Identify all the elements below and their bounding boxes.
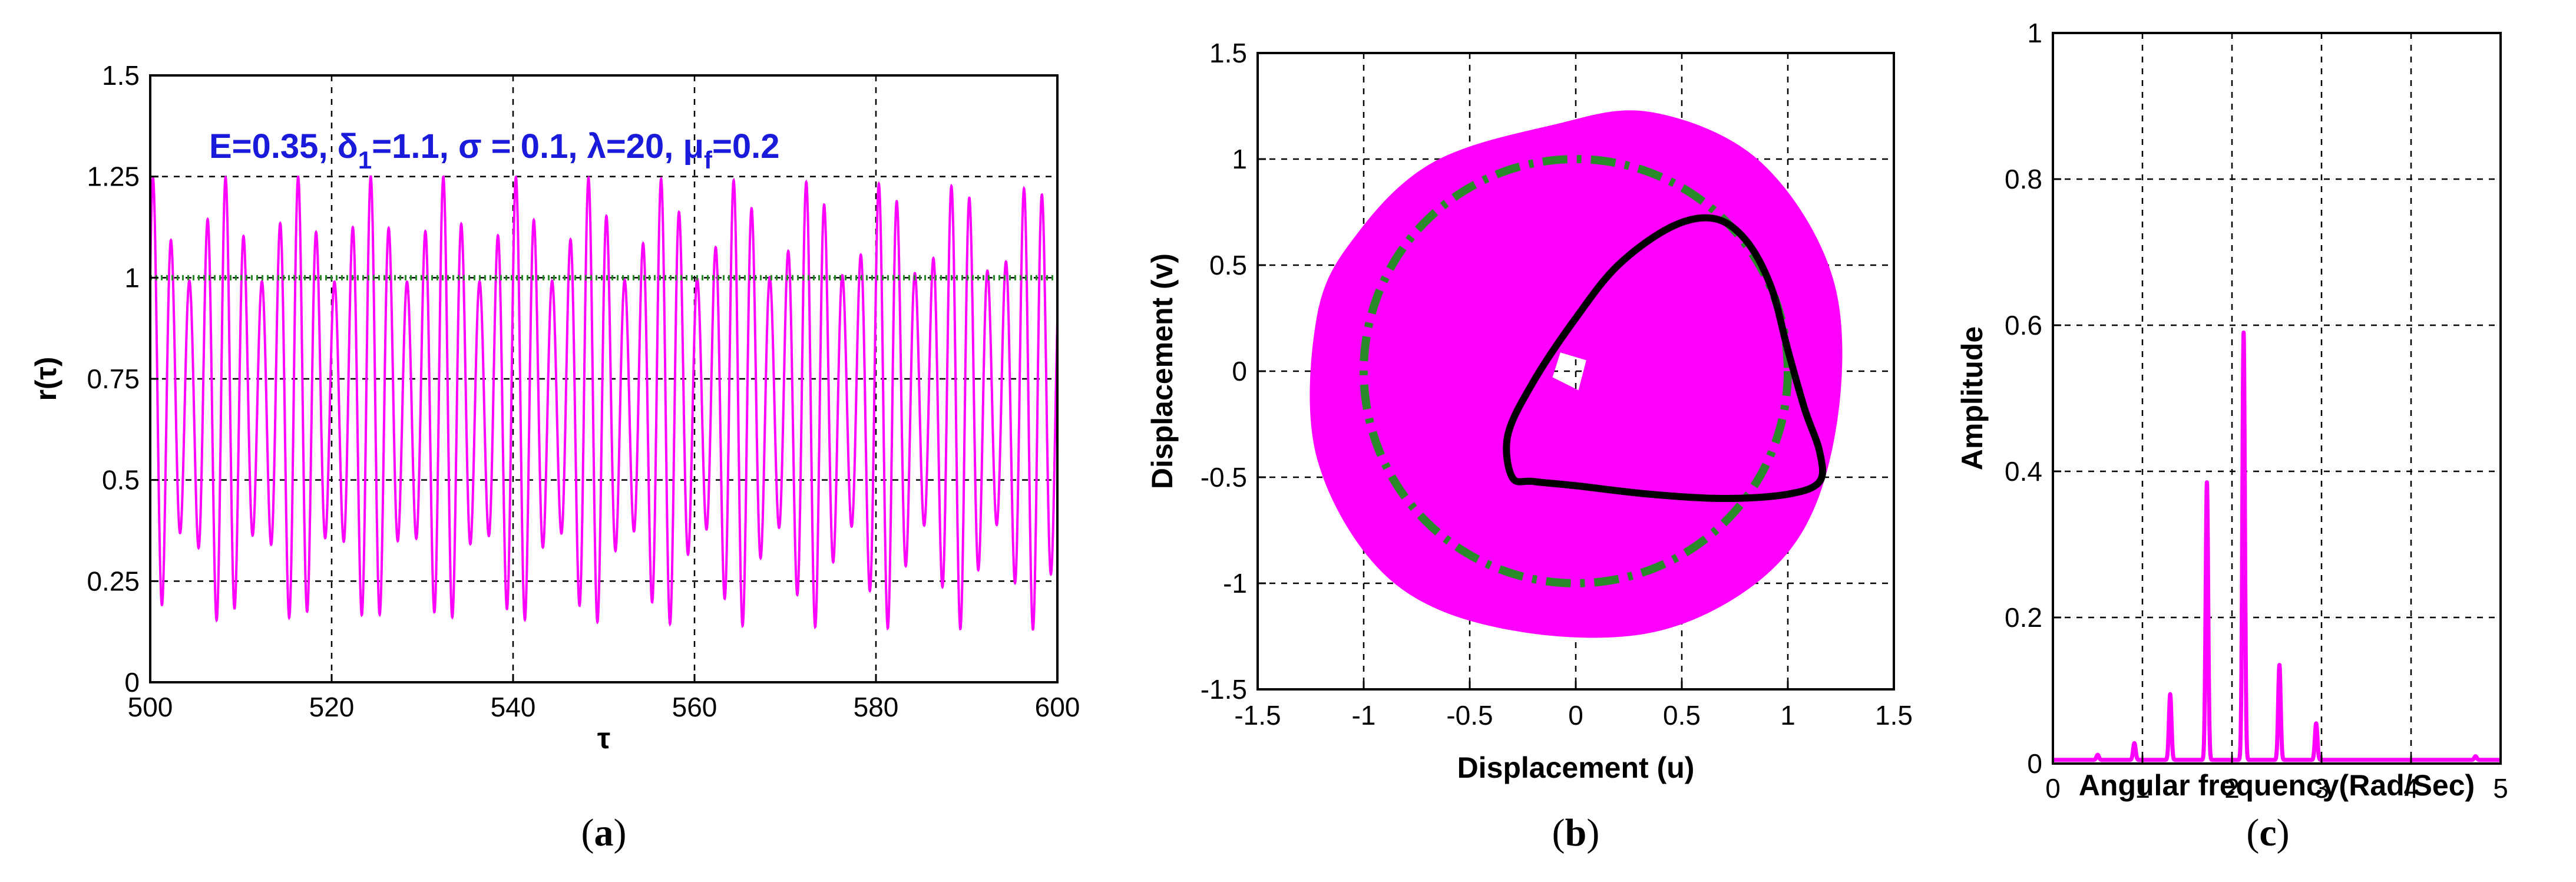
panel-c-grid: [2053, 33, 2501, 764]
panel-a-ytick-label: 1: [124, 262, 140, 293]
panel-c-ytick-label: 0.2: [2005, 602, 2042, 633]
panel-c-ytick-label: 0: [2027, 748, 2042, 779]
panel-a-xtick-label: 600: [1035, 692, 1080, 722]
panel-c-xtick-label: 0: [2045, 773, 2061, 804]
panel-a-caption: (a): [581, 811, 627, 854]
panel-a-ylabel: r(τ): [29, 356, 62, 401]
panel-b-limit-cycle: [1503, 214, 1827, 502]
panel-a-xtick-label: 580: [854, 692, 899, 722]
panel-c-ytick-label: 0.8: [2005, 164, 2042, 194]
panel-c-xtick-label: 3: [2314, 773, 2329, 804]
panel-a-ytick-label: 1.25: [87, 161, 140, 192]
panel-a-xtick-label: 500: [128, 692, 173, 722]
panel-b-ytick-label: -0.5: [1201, 462, 1247, 493]
panel-b-ylabel: Displacement (v): [1146, 253, 1179, 489]
panel-b-ytick-label: 0.5: [1209, 250, 1247, 280]
panel-a-xlabel: τ: [597, 722, 610, 755]
panel-c-xlabel: Angular frequency(Rad/Sec): [2079, 769, 2475, 802]
panel-b-ytick-label: -1.5: [1201, 674, 1247, 705]
panel-b-xtick-label: 0: [1568, 700, 1583, 731]
panel-b-ytick-label: 1.5: [1209, 38, 1247, 68]
panel-b-xtick-label: 1.5: [1875, 700, 1913, 731]
panel-a: 500 520 540 560 580 600 0 0.25 0.5 0.75 1 1.25 1.5 E…: [29, 60, 1080, 854]
panel-c-ytick-label: 0.6: [2005, 310, 2042, 341]
panel-b-ytick-label: -1: [1223, 568, 1247, 599]
panel-b-ticks: -1.5 -1 -0.5 0 0.5 1 1.5 -1.5 -1 -0.5 0 0.5 1 1.5: [1201, 38, 1913, 731]
panel-c-xtick-label: 5: [2493, 773, 2508, 804]
panel-c-ticks: 0 1 2 3 4 5 0 0.2 0.4 0.6 0.8 1: [2005, 18, 2508, 804]
panel-b-xtick-label: -1: [1352, 700, 1376, 731]
panel-c: 0 1 2 3 4 5 0 0.2 0.4 0.6 0.8 1 Angular frequency(R…: [1956, 18, 2508, 854]
panel-b-xtick-label: 0.5: [1663, 700, 1701, 731]
panel-c-frame: [2052, 32, 2502, 765]
panel-c-xtick-label: 2: [2224, 773, 2240, 804]
panel-a-xtick-label: 540: [491, 692, 536, 722]
panel-a-ticks: 500 520 540 560 580 600 0 0.25 0.5 0.75 1 1.25 1.5: [87, 60, 1080, 722]
panel-c-ytick-label: 0.4: [2005, 456, 2042, 487]
panel-b-xlabel: Displacement (u): [1457, 751, 1695, 784]
panel-b-xtick-label: -1.5: [1234, 700, 1281, 731]
panel-a-series-r-tau: [150, 175, 1057, 631]
panel-b-xtick-label: -0.5: [1446, 700, 1493, 731]
panel-a-xtick-label: 520: [309, 692, 355, 722]
panel-a-ytick-label: 0: [124, 667, 140, 698]
panel-c-xtick-label: 1: [2135, 773, 2150, 804]
panel-a-ytick-label: 0.75: [87, 364, 140, 394]
panel-b-xtick-label: 1: [1780, 700, 1795, 731]
panel-c-ytick-label: 1: [2027, 18, 2042, 48]
panel-b-ytick-label: 1: [1232, 144, 1247, 174]
panel-a-xtick-label: 560: [672, 692, 717, 722]
panel-a-ytick-label: 0.25: [87, 566, 140, 596]
panel-b-caption: (b): [1552, 811, 1600, 854]
panel-c-xtick-label: 4: [2403, 773, 2419, 804]
panel-c-plot-area: [2053, 33, 2501, 764]
panel-c-series-spectrum: [2053, 330, 2501, 762]
panel-c-caption: (c): [2246, 811, 2289, 854]
panel-b-unit-circle: [1360, 155, 1792, 587]
panel-b-ytick-label: 0: [1232, 356, 1247, 387]
panel-a-ytick-label: 1.5: [102, 60, 140, 91]
panel-b: -1.5 -1 -0.5 0 0.5 1 1.5 -1.5 -1 -0.5 0 0.5 1 1.5 Dis…: [1146, 38, 1913, 854]
panel-a-ytick-label: 0.5: [102, 465, 140, 495]
panel-a-annotation: E=0.35, δ1=1.1, σ = 0.1, λ=20, μf=0.2: [209, 127, 779, 174]
panel-c-ylabel: Amplitude: [1956, 326, 1989, 470]
